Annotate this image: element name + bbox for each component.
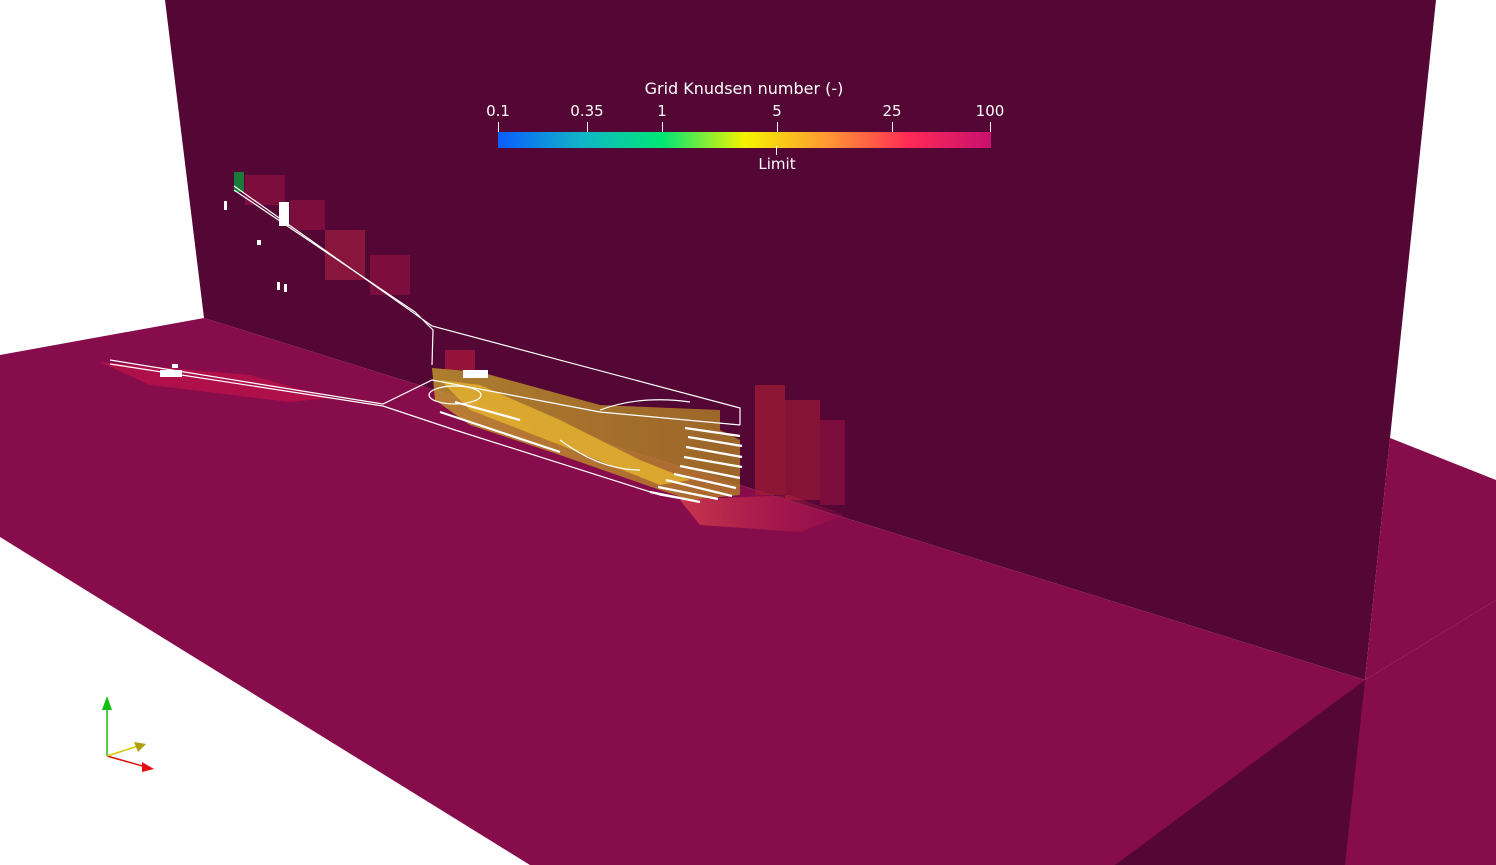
floor-plane xyxy=(0,318,1496,865)
colorbar-tick-label: 0.1 xyxy=(486,102,510,120)
floor-cells-left xyxy=(100,362,330,402)
colorbar-limit-tick xyxy=(776,146,777,155)
white-markers xyxy=(160,201,488,378)
colorbar-tick xyxy=(892,122,893,134)
colorbar-tick-label: 0.35 xyxy=(570,102,604,120)
orientation-axes-widget[interactable] xyxy=(96,690,166,780)
plume-core xyxy=(440,380,690,485)
back-wall-plane xyxy=(165,0,1436,680)
colorbar-gradient xyxy=(498,132,991,148)
geometry-outline xyxy=(109,185,741,503)
plume-stripes xyxy=(439,400,743,504)
colorbar-tick-label: 25 xyxy=(882,102,902,120)
front-wall-plane xyxy=(1115,680,1365,865)
green-cell xyxy=(234,172,244,192)
colorbar-tick xyxy=(498,122,499,134)
floor-plane-right xyxy=(1365,438,1496,680)
colorbar-tick-label: 1 xyxy=(657,102,667,120)
z-axis-line xyxy=(106,745,139,757)
colorbar-tick xyxy=(990,122,991,134)
x-axis-line xyxy=(106,755,147,768)
y-axis-arrow-icon xyxy=(102,696,112,710)
colorbar-tick xyxy=(777,122,778,134)
colorbar-title: Grid Knudsen number (-) xyxy=(644,79,844,98)
colorbar-tick xyxy=(662,122,663,134)
colorbar-limit-label: Limit xyxy=(758,155,796,173)
colorbar-tick-label: 100 xyxy=(975,102,1005,120)
wall-cells xyxy=(245,175,845,505)
z-axis-arrow-icon xyxy=(134,742,146,752)
colorbar-tick xyxy=(587,122,588,134)
colorbar-tick-label: 5 xyxy=(772,102,782,120)
floor-cells-right xyxy=(680,495,845,532)
x-axis-arrow-icon xyxy=(142,762,154,772)
